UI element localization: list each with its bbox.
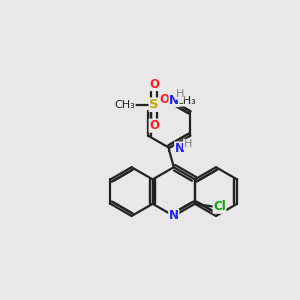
Text: S: S bbox=[149, 98, 159, 111]
Text: O: O bbox=[149, 77, 159, 91]
Text: CH₃: CH₃ bbox=[176, 96, 196, 106]
Text: O: O bbox=[149, 119, 159, 132]
Text: N: N bbox=[169, 94, 179, 106]
Text: N: N bbox=[169, 209, 179, 223]
Text: Cl: Cl bbox=[213, 200, 226, 213]
Text: N: N bbox=[175, 142, 185, 155]
Text: S: S bbox=[149, 98, 159, 111]
Text: O: O bbox=[160, 93, 170, 106]
Text: H: H bbox=[176, 89, 184, 99]
Text: CH₃: CH₃ bbox=[114, 100, 135, 110]
Text: H: H bbox=[184, 140, 192, 149]
